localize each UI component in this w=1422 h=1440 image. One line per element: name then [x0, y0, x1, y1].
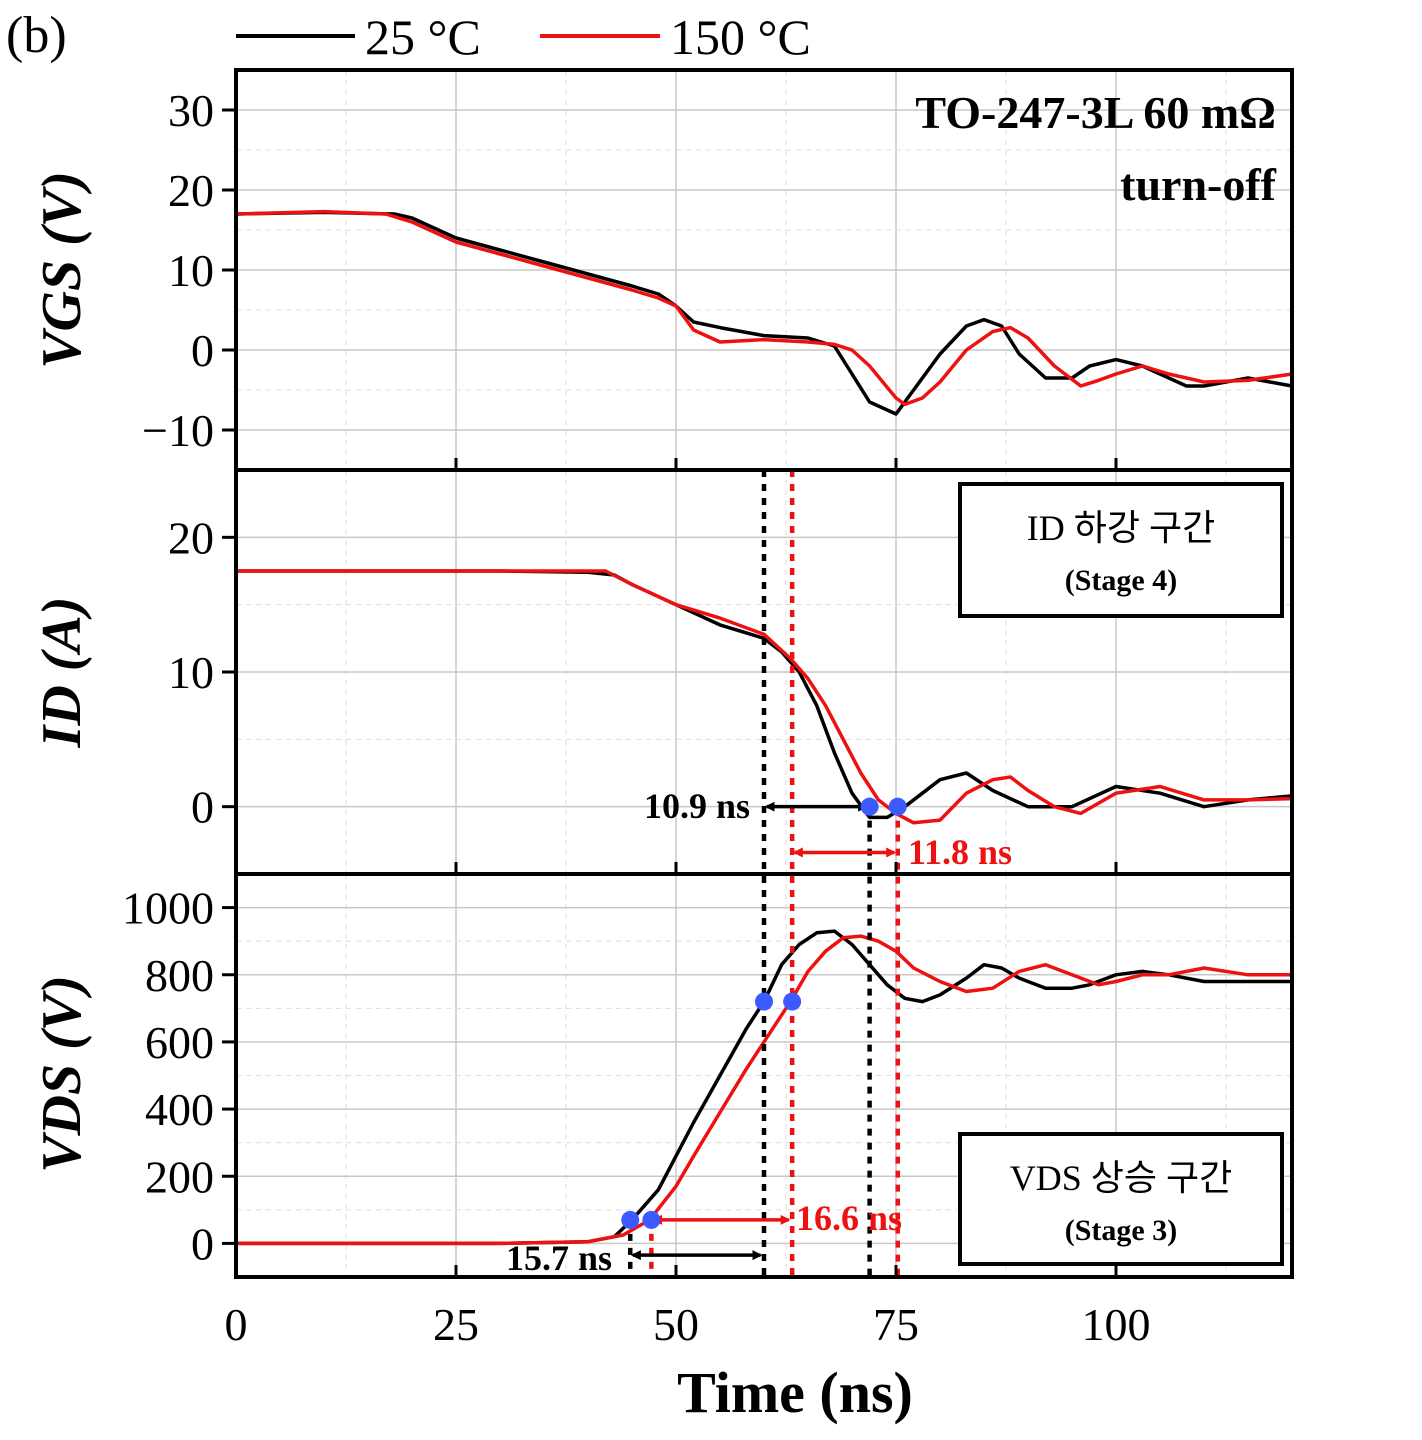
stage4-title: ID 하강 구간 [1027, 508, 1215, 548]
stage3-title: VDS 상승 구간 [1010, 1158, 1233, 1198]
y-tick-label: 20 [168, 165, 214, 216]
marker-vds-25c-high [755, 992, 773, 1011]
marker-vds-150c-low [642, 1210, 661, 1229]
ylabel-vgs: VGS (V) [31, 171, 93, 369]
y-tick-label: 20 [168, 512, 214, 563]
series-layer [235, 209, 1293, 1246]
y-tick-label: 200 [145, 1151, 214, 1202]
legend-label-150c: 150 °C [670, 9, 811, 65]
y-tick-label: 0 [191, 782, 214, 833]
y-tick-label: 800 [145, 950, 214, 1001]
stage3-subtitle: (Stage 3) [1065, 1214, 1177, 1247]
annotation-vds-150c: 16.6 ns [796, 1198, 902, 1238]
panel-label: (b) [6, 7, 67, 64]
ylabel-vds: VDS (V) [31, 975, 93, 1173]
y-tick-label: 1000 [122, 883, 214, 934]
y-tick-label: 30 [168, 85, 214, 136]
y-tick-label: 0 [191, 1218, 214, 1269]
grid-layer [236, 70, 1292, 1277]
x-tick-label: 0 [225, 1299, 248, 1350]
stage4-subtitle: (Stage 4) [1065, 564, 1177, 597]
marker-vds-150c-high [783, 992, 802, 1011]
series-line-25c [236, 569, 1293, 820]
annotation-vds-25c: 15.7 ns [506, 1238, 612, 1278]
legend: 25 °C 150 °C [236, 9, 811, 65]
xlabel: Time (ns) [677, 1360, 913, 1425]
annotation-id-150c: 11.8 ns [908, 832, 1012, 872]
series-line-150c [236, 569, 1293, 825]
series-line-25c [235, 210, 1293, 416]
series-line-150c [236, 934, 1292, 1246]
annotation-id-25c: 10.9 ns [644, 786, 750, 826]
panel-frame [234, 872, 1294, 1279]
x-tick-label: 100 [1082, 1299, 1151, 1350]
ylabel-id: ID (A) [31, 597, 93, 749]
y-tick-label: 10 [168, 647, 214, 698]
x-tick-label: 25 [433, 1299, 479, 1350]
chart-title-line1: TO-247-3L 60 mΩ [915, 87, 1276, 138]
marker-id-150c [888, 797, 907, 816]
y-tick-label: 10 [168, 245, 214, 296]
series-line-150c [235, 209, 1293, 407]
stage3-box: VDS 상승 구간 (Stage 3) [958, 1132, 1284, 1266]
chart-title-line2: turn-off [1120, 159, 1277, 210]
y-tick-label: 600 [145, 1017, 214, 1068]
y-tick-label: −10 [142, 405, 214, 456]
stage4-box: ID 하강 구간 (Stage 4) [958, 482, 1284, 618]
annotation-layer [621, 470, 907, 1277]
x-tick-label: 75 [873, 1299, 919, 1350]
x-tick-label: 50 [653, 1299, 699, 1350]
y-tick-label: 0 [191, 325, 214, 376]
y-tick-label: 400 [145, 1084, 214, 1135]
marker-vds-25c-low [621, 1210, 640, 1229]
legend-label-25c: 25 °C [365, 9, 481, 65]
marker-id-25c [860, 797, 879, 816]
